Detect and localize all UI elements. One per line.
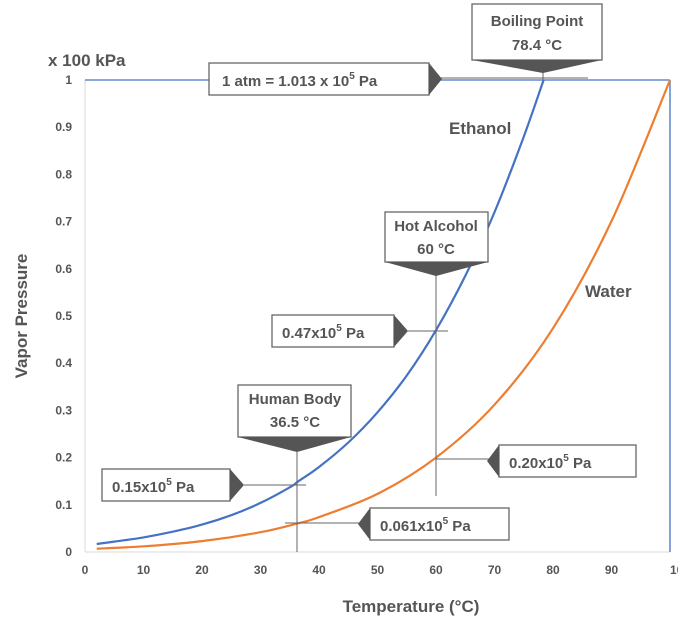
y-tick-label: 0.4: [55, 356, 72, 370]
y-axis-title: Vapor Pressure: [12, 254, 31, 379]
svg-text:1 atm = 1.013 x 105 Pa: 1 atm = 1.013 x 105 Pa: [222, 71, 378, 90]
x-tick-label: 30: [254, 563, 268, 577]
x-axis-title: Temperature (°C): [343, 597, 480, 616]
x-tick-labels: 0 10 20 30 40 50 60 70 80 90 100: [82, 563, 678, 577]
pointer-water-60: [487, 445, 499, 477]
x-tick-label: 60: [429, 563, 443, 577]
pointer-hot-alcohol: [385, 262, 488, 276]
x-tick-label: 20: [195, 563, 209, 577]
x-tick-label: 80: [546, 563, 560, 577]
callout-ethanol-36: 0.15x105 Pa: [101, 468, 244, 502]
pointer-boiling-point: [472, 60, 602, 73]
unit-label: x 100 kPa: [48, 51, 126, 70]
pointer-one-atm: [429, 63, 442, 95]
svg-text:Human Body: Human Body: [249, 391, 342, 408]
x-tick-label: 0: [82, 563, 89, 577]
x-tick-label: 40: [312, 563, 326, 577]
pointer-ethanol-60: [394, 315, 408, 347]
x-tick-label: 10: [137, 563, 151, 577]
y-tick-label: 1: [65, 73, 72, 87]
y-tick-label: 0: [65, 545, 72, 559]
y-tick-label: 0.2: [55, 451, 72, 465]
y-tick-label: 0.8: [55, 167, 72, 181]
callout-ethanol-60: 0.47x105 Pa: [271, 314, 408, 348]
svg-text:0.061x105 Pa: 0.061x105 Pa: [380, 516, 471, 535]
x-tick-label: 50: [371, 563, 385, 577]
callout-one-atm: 1 atm = 1.013 x 105 Pa: [208, 62, 442, 96]
svg-text:36.5 °C: 36.5 °C: [270, 414, 320, 431]
pointer-water-36: [358, 508, 370, 540]
y-tick-label: 0.6: [55, 262, 72, 276]
x-tick-label: 90: [605, 563, 619, 577]
callout-water-36: 0.061x105 Pa: [358, 507, 510, 541]
pointer-human-body: [238, 437, 351, 452]
callout-human-body: Human Body 36.5 °C: [237, 384, 352, 452]
series-line-water: [96, 79, 672, 550]
pointer-ethanol-36: [230, 469, 244, 501]
svg-text:Boiling Point: Boiling Point: [491, 13, 583, 30]
y-tick-labels: 0 0.1 0.2 0.3 0.4 0.5 0.6 0.7 0.8 0.9 1: [55, 73, 72, 559]
x-tick-label: 70: [488, 563, 502, 577]
y-tick-label: 0.3: [55, 403, 72, 417]
y-tick-label: 0.9: [55, 120, 72, 134]
svg-text:0.47x105 Pa: 0.47x105 Pa: [282, 323, 365, 342]
series-label-ethanol: Ethanol: [449, 119, 511, 138]
svg-text:0.20x105 Pa: 0.20x105 Pa: [509, 453, 592, 472]
svg-text:60 °C: 60 °C: [417, 241, 455, 258]
svg-text:Hot Alcohol: Hot Alcohol: [394, 218, 478, 235]
y-tick-label: 0.5: [55, 309, 72, 323]
svg-text:0.15x105 Pa: 0.15x105 Pa: [112, 477, 195, 496]
y-tick-label: 0.1: [55, 498, 72, 512]
callout-water-60: 0.20x105 Pa: [487, 444, 637, 478]
x-tick-label: 100: [670, 563, 678, 577]
series-label-water: Water: [585, 282, 632, 301]
callout-boiling-point: Boiling Point 78.4 °C: [471, 3, 603, 73]
y-tick-label: 0.7: [55, 215, 72, 229]
callout-hot-alcohol: Hot Alcohol 60 °C: [384, 211, 489, 276]
svg-text:78.4 °C: 78.4 °C: [512, 37, 562, 54]
